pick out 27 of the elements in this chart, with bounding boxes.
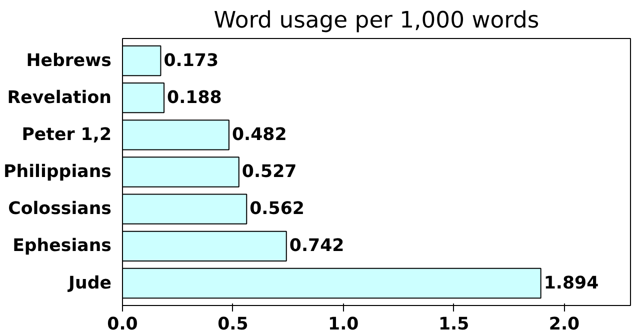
bar <box>122 156 240 188</box>
y-tick-label: Jude <box>68 273 112 294</box>
y-tick-label: Hebrews <box>26 50 112 71</box>
data-label: 1.894 <box>544 273 599 294</box>
x-tick-label: 0.5 <box>218 314 248 332</box>
x-tick-label: 1.0 <box>328 314 359 332</box>
data-label: 0.188 <box>167 88 222 108</box>
bar <box>122 230 287 262</box>
bar <box>122 45 162 76</box>
y-tick-label: Revelation <box>7 88 112 108</box>
data-label: 0.742 <box>289 236 344 256</box>
y-tick-label: Colossians <box>8 199 112 220</box>
data-label: 0.173 <box>164 50 219 71</box>
x-tick-label: 0.0 <box>107 314 138 332</box>
y-tick-label: Peter 1,2 <box>22 124 112 145</box>
data-label: 0.482 <box>232 124 287 145</box>
bar <box>122 82 165 114</box>
x-tick-label: 1.5 <box>438 314 470 332</box>
chart-title: Word usage per 1,000 words <box>214 8 540 34</box>
y-tick-label: Ephesians <box>12 236 112 256</box>
bar <box>122 194 248 224</box>
data-label: 0.527 <box>242 162 297 182</box>
data-label: 0.562 <box>250 199 304 220</box>
y-tick-label: Philippians <box>4 162 112 182</box>
bar <box>122 120 230 150</box>
x-tick-label: 2.0 <box>548 314 580 332</box>
bar <box>122 268 542 299</box>
